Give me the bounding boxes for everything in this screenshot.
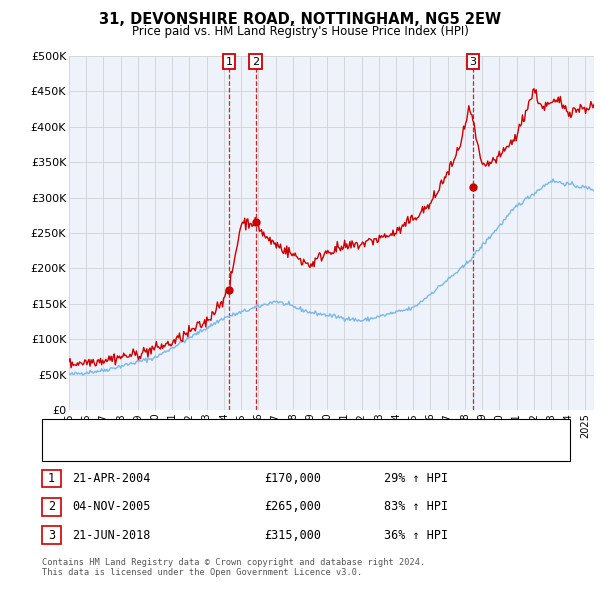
Text: Price paid vs. HM Land Registry's House Price Index (HPI): Price paid vs. HM Land Registry's House … xyxy=(131,25,469,38)
Text: £170,000: £170,000 xyxy=(264,472,321,485)
Text: HPI: Average price, detached house, City of Nottingham: HPI: Average price, detached house, City… xyxy=(84,446,435,455)
Text: £315,000: £315,000 xyxy=(264,529,321,542)
Text: Contains HM Land Registry data © Crown copyright and database right 2024.: Contains HM Land Registry data © Crown c… xyxy=(42,558,425,568)
Text: 2: 2 xyxy=(252,57,259,67)
Text: 36% ↑ HPI: 36% ↑ HPI xyxy=(384,529,448,542)
Text: 21-JUN-2018: 21-JUN-2018 xyxy=(72,529,151,542)
Text: £265,000: £265,000 xyxy=(264,500,321,513)
Text: 31, DEVONSHIRE ROAD, NOTTINGHAM, NG5 2EW (detached house): 31, DEVONSHIRE ROAD, NOTTINGHAM, NG5 2EW… xyxy=(84,426,455,436)
Text: 1: 1 xyxy=(48,472,55,485)
Text: 21-APR-2004: 21-APR-2004 xyxy=(72,472,151,485)
Text: ─────: ───── xyxy=(48,446,82,455)
Text: 31, DEVONSHIRE ROAD, NOTTINGHAM, NG5 2EW: 31, DEVONSHIRE ROAD, NOTTINGHAM, NG5 2EW xyxy=(99,12,501,27)
Text: 1: 1 xyxy=(226,57,233,67)
Text: 3: 3 xyxy=(48,529,55,542)
Text: 2: 2 xyxy=(48,500,55,513)
Text: ─────: ───── xyxy=(48,426,82,436)
Text: This data is licensed under the Open Government Licence v3.0.: This data is licensed under the Open Gov… xyxy=(42,568,362,577)
Text: 04-NOV-2005: 04-NOV-2005 xyxy=(72,500,151,513)
Text: 83% ↑ HPI: 83% ↑ HPI xyxy=(384,500,448,513)
Text: 29% ↑ HPI: 29% ↑ HPI xyxy=(384,472,448,485)
Text: 3: 3 xyxy=(469,57,476,67)
